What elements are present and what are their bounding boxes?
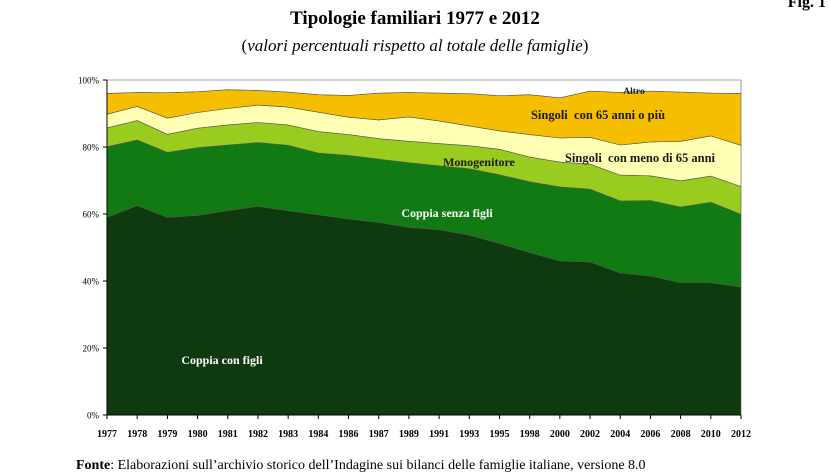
series-label-2: Coppia senza figli	[401, 206, 493, 220]
series-label-1: Coppia con figli	[181, 353, 263, 367]
x-tick-label: 2002	[580, 429, 600, 440]
axes	[106, 80, 742, 419]
series-label-4: Singoli con meno di 65 anni	[565, 151, 716, 165]
x-tick-label: 1993	[459, 429, 479, 440]
x-tick-label: 2012	[731, 429, 751, 440]
x-tick-label: 1984	[308, 429, 328, 440]
chart-subtitle-text: valori percentuali rispetto al totale de…	[247, 36, 583, 55]
source-label: Fonte	[76, 458, 111, 473]
x-tick-label: 1995	[489, 429, 509, 440]
x-tick-label: 1982	[248, 429, 268, 440]
chart-subtitle: (valori percentuali rispetto al totale d…	[241, 36, 589, 55]
source-text: : Elaborazioni sull’archivio storico del…	[110, 458, 646, 473]
y-tick-label: 40%	[83, 277, 100, 287]
y-tick-label: 0%	[87, 411, 100, 421]
y-tick-label: 80%	[83, 143, 100, 153]
x-tick-label: 1983	[278, 429, 298, 440]
series-label-5: Singoli con 65 anni o più	[531, 108, 665, 122]
series-label-3: Monogenitore	[443, 155, 515, 169]
x-tick-label: 1987	[369, 429, 389, 440]
area-series-6	[106, 79, 742, 99]
source-note: Fonte: Elaborazioni sull’archivio storic…	[76, 458, 646, 474]
x-tick-label: 2008	[671, 429, 691, 440]
x-tick-label: 1981	[218, 429, 238, 440]
x-tick-label: 2004	[610, 429, 630, 440]
x-tick-label: 1998	[520, 429, 540, 440]
area-layers	[106, 79, 742, 416]
x-tick-label: 1980	[188, 429, 208, 440]
x-tick-label: 1979	[157, 429, 177, 440]
x-tick-label: 2000	[550, 429, 570, 440]
figure-label: Fig. 1	[787, 0, 826, 11]
series-labels: Coppia con figli Coppia senza figli Monoge…	[181, 87, 715, 367]
y-tick-label: 60%	[83, 210, 100, 220]
series-label-6: Altro	[623, 87, 645, 97]
chart-title: Tipologie familiari 1977 e 2012	[290, 8, 540, 29]
y-tick-labels: 0% 20% 40% 60% 80% 100%	[78, 76, 107, 421]
x-tick-label: 1991	[429, 429, 449, 440]
x-tick-labels: 1977 1978 1979 1980 1981 1982 1983 1984 1986 1987…	[97, 429, 751, 440]
y-tick-label: 100%	[78, 76, 100, 86]
x-tick-label: 1977	[97, 429, 117, 440]
x-tick-label: 2010	[701, 429, 721, 440]
x-tick-label: 1978	[127, 429, 147, 440]
x-tick-label: 2006	[640, 429, 660, 440]
y-tick-label: 20%	[83, 344, 100, 354]
x-tick-label: 1989	[399, 429, 419, 440]
x-tick-label: 1986	[339, 429, 359, 440]
